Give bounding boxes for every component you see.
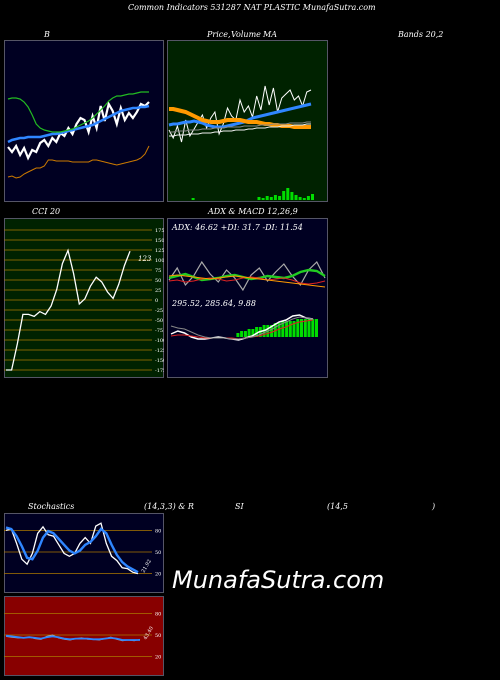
volume-bar <box>191 198 195 200</box>
stoch-title: Stochastics <box>28 502 75 511</box>
macd-series-2 <box>170 316 314 340</box>
macd-hist-bar <box>255 327 259 337</box>
price-series-4 <box>169 123 311 137</box>
cci-last-label: 123 <box>138 255 152 263</box>
macd-hist-bar <box>285 321 289 337</box>
rsi-title: SI <box>235 502 244 511</box>
price-series-0 <box>168 85 312 143</box>
cci-tick-label: -125 <box>155 348 164 354</box>
bollinger-title: B <box>44 30 50 39</box>
cci-tick-label: 25 <box>155 288 161 294</box>
bollinger-panel <box>4 40 164 202</box>
rsi-tick-label: 50 <box>155 633 161 639</box>
volume-bar <box>302 198 306 200</box>
macd-hist-bar <box>292 321 296 337</box>
cci-tick-label: -50 <box>155 318 163 324</box>
cci-tick-label: 50 <box>155 278 161 284</box>
volume-bar <box>257 197 261 200</box>
price-title: Price, <box>207 30 231 39</box>
stoch-params: (14,3,3) & R <box>144 502 194 511</box>
macd-hist-bar <box>288 321 292 337</box>
bollinger-series-1 <box>7 104 150 144</box>
volume-bar <box>311 194 314 200</box>
cci-title: CCI 20 <box>32 207 61 216</box>
volume-bar <box>306 196 310 200</box>
volume-bar <box>273 195 277 200</box>
ma-title: MA <box>263 30 277 39</box>
cci-tick-label: 0 <box>155 298 158 304</box>
adx-macd-title: ADX & MACD 12,26,9 <box>208 207 298 216</box>
volume-title: Volume <box>231 30 261 39</box>
cci-tick-label: -100 <box>155 338 164 344</box>
macd-hist-bar <box>281 321 285 337</box>
price-series-1 <box>168 102 312 129</box>
cci-tick-label: 175 <box>155 228 164 234</box>
volume-bar <box>265 196 269 200</box>
volume-bar <box>286 188 290 200</box>
volume-bar <box>298 197 302 200</box>
volume-bar <box>294 195 298 200</box>
macd-hist-bar <box>243 331 247 337</box>
macd-hist-bar <box>277 323 281 337</box>
watermark: MunafaSutra.com <box>172 566 385 594</box>
macd-hist-bar <box>270 325 274 337</box>
cci-tick-label: -175 <box>155 368 164 374</box>
macd-hist-bar <box>303 319 307 337</box>
volume-bar <box>261 198 265 200</box>
bands-title: Bands 20,2 <box>398 30 444 39</box>
volume-bar <box>269 197 273 200</box>
cci-tick-label: -75 <box>155 328 163 334</box>
stoch-tick-label: 80 <box>155 528 161 534</box>
bollinger-series-2 <box>7 91 149 133</box>
adx-macd-panel: ADX: 46.62 +DI: 31.7 -DI: 11.54 295.52, … <box>167 218 328 378</box>
cci-line <box>6 248 131 371</box>
cci-panel: 175 150 125 100 75 50 25 0 -25 -50 -75 -100 -125 -150… <box>4 218 164 378</box>
adx-label: ADX: 46.62 +DI: 31.7 -DI: 11.54 <box>171 223 303 232</box>
macd-hist-bar <box>236 333 240 337</box>
rsi-series-1 <box>5 634 140 641</box>
rsi-tick-label: 20 <box>155 655 161 661</box>
stoch-series-1 <box>5 526 139 574</box>
macd-hist-bar <box>307 319 311 337</box>
volume-bar <box>290 192 294 200</box>
stoch-series-0 <box>5 522 139 575</box>
volume-bar <box>282 191 286 200</box>
macd-hist-bar <box>315 319 318 337</box>
rsi-params: (14,5 <box>327 502 348 511</box>
page-title: Common Indicators 531287 NAT PLASTIC Mun… <box>128 3 376 12</box>
stoch-tick-label: 20 <box>155 572 161 578</box>
macd-hist-bar <box>311 319 315 337</box>
macd-hist-bar <box>247 329 251 337</box>
bollinger-series-3 <box>7 145 150 179</box>
cci-tick-label: 125 <box>155 248 164 254</box>
adx-series-3 <box>168 274 326 288</box>
bollinger-series-0 <box>7 101 150 161</box>
rsi-close: ) <box>432 502 436 511</box>
price-ma-panel <box>167 40 328 202</box>
volume-bar <box>278 196 282 200</box>
macd-hist-bar <box>251 329 255 337</box>
macd-hist-bar <box>273 323 277 337</box>
macd-hist-bar <box>240 331 244 337</box>
macd-label: 295.52, 285.64, 9.88 <box>171 299 256 308</box>
cci-tick-label: -25 <box>155 308 163 314</box>
stoch-tick-label: 50 <box>155 550 161 556</box>
cci-tick-label: -150 <box>155 358 164 364</box>
cci-tick-label: 75 <box>155 268 161 274</box>
price-series-3 <box>169 121 311 133</box>
cci-tick-label: 150 <box>155 238 164 244</box>
rsi-tick-label: 80 <box>155 611 161 617</box>
cci-tick-label: 100 <box>155 258 164 264</box>
macd-hist-bar <box>300 319 303 337</box>
macd-hist-bar <box>296 319 300 337</box>
